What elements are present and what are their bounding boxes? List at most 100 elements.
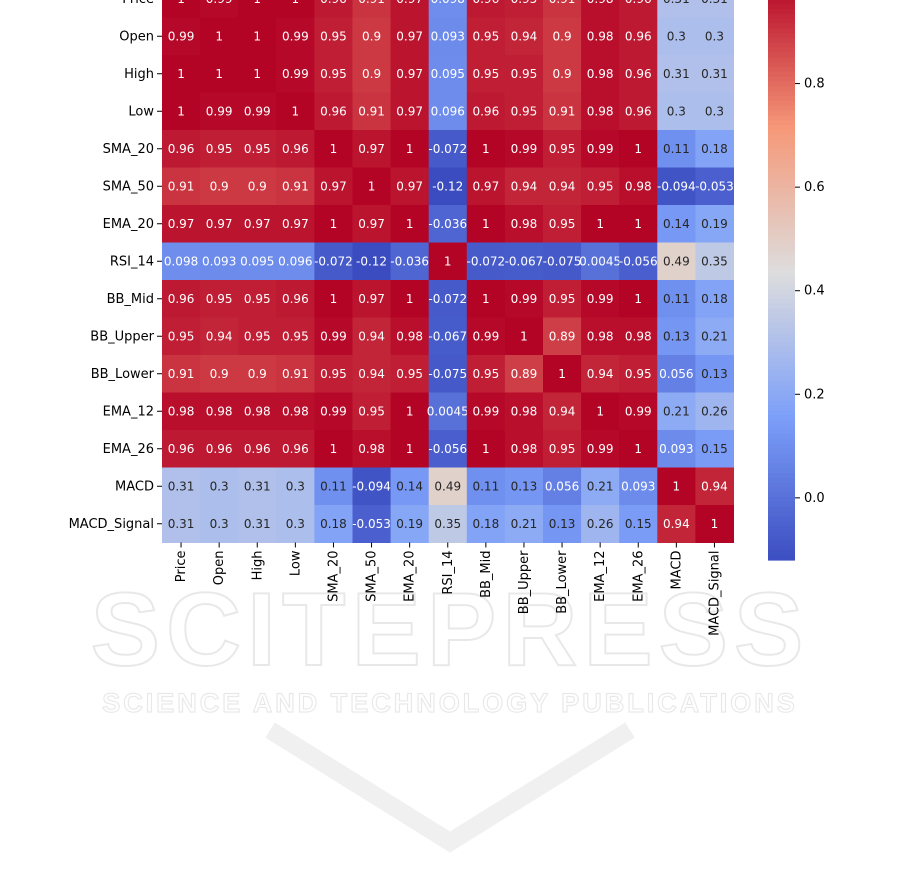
colorbar-band <box>768 415 795 421</box>
cell-annotation: 0.95 <box>511 0 538 6</box>
cell-annotation: 0.97 <box>320 179 347 193</box>
heatmap-cell <box>200 317 239 356</box>
cell-annotation: 1 <box>596 217 604 231</box>
colorbar-band <box>768 328 795 334</box>
colorbar-band <box>768 473 795 479</box>
heatmap-cell <box>657 0 696 18</box>
colorbar-band <box>768 400 795 406</box>
row-label: EMA_12 <box>103 404 154 419</box>
column-label: High <box>250 551 265 581</box>
colorbar-tick-label: 0.0 <box>804 491 825 506</box>
cell-annotation: 1 <box>177 67 185 81</box>
heatmap-cell <box>504 167 544 206</box>
cell-annotation: 0.49 <box>434 479 461 493</box>
colorbar-band <box>768 497 795 503</box>
heatmap-cell <box>162 430 201 468</box>
heatmap-cell <box>314 130 353 168</box>
cell-annotation: 0.97 <box>358 292 385 306</box>
cell-annotation: 0.95 <box>511 67 538 81</box>
cell-annotation: 0.26 <box>587 517 614 531</box>
heatmap-cell <box>352 167 392 206</box>
colorbar-band <box>768 9 795 15</box>
heatmap-cell <box>276 355 315 393</box>
cell-annotation: 0.95 <box>625 367 652 381</box>
colorbar-band <box>768 207 795 213</box>
heatmap-cell <box>352 317 392 356</box>
colorbar-band <box>768 468 795 474</box>
colorbar-band <box>768 158 795 165</box>
cell-annotation: 0.13 <box>701 367 728 381</box>
heatmap-cell <box>162 467 201 506</box>
heatmap-cell <box>162 280 201 318</box>
colorbar-band <box>768 71 795 78</box>
heatmap-cells: 10.99110.960.910.970.0980.960.950.910.98… <box>162 0 734 543</box>
cell-annotation: 0.95 <box>244 292 271 306</box>
cell-annotation: 0.13 <box>663 329 690 343</box>
heatmap-cell <box>238 280 277 318</box>
cell-annotation: 0.99 <box>511 292 538 306</box>
heatmap-cell <box>314 0 353 18</box>
heatmap-cell <box>657 505 696 543</box>
colorbar-band <box>768 410 795 416</box>
cell-annotation: 0.093 <box>621 479 655 493</box>
heatmap-cell <box>314 467 353 506</box>
cell-annotation: 1 <box>215 67 223 81</box>
heatmap-cell <box>543 130 582 168</box>
heatmap-cell <box>466 205 506 243</box>
cell-annotation: 1 <box>482 217 490 231</box>
heatmap-cell <box>276 317 315 356</box>
heatmap-cell <box>314 505 353 543</box>
colorbar-band <box>768 357 795 363</box>
heatmap-cell <box>619 242 658 281</box>
heatmap-cell <box>466 130 506 168</box>
heatmap-cell <box>543 0 582 18</box>
cell-annotation: 0.95 <box>511 104 538 118</box>
heatmap-cell <box>657 430 696 468</box>
heatmap-cell <box>504 392 544 431</box>
heatmap-cell <box>314 317 353 356</box>
cell-annotation: 0.98 <box>587 67 614 81</box>
heatmap-cell <box>390 317 430 356</box>
cell-annotation: 0.98 <box>587 329 614 343</box>
heatmap-cell <box>619 430 658 468</box>
colorbar-band <box>768 13 795 20</box>
cell-annotation: 0.31 <box>244 479 271 493</box>
heatmap-cell <box>390 130 430 168</box>
cell-annotation: 0.31 <box>168 479 195 493</box>
cell-annotation: 0.94 <box>358 329 385 343</box>
heatmap-cell <box>695 0 734 18</box>
heatmap-cell <box>466 92 506 131</box>
colorbar-band <box>768 226 795 232</box>
heatmap-cell <box>276 17 315 56</box>
colorbar-band <box>768 52 795 58</box>
heatmap-cell <box>466 167 506 206</box>
cell-annotation: 0.99 <box>587 442 614 456</box>
heatmap-cell <box>581 92 620 131</box>
heatmap-cell <box>543 242 582 281</box>
heatmap-cell <box>390 392 430 431</box>
heatmap-cell <box>581 505 620 543</box>
cell-annotation: 0.91 <box>282 179 309 193</box>
heatmap-cell <box>657 92 696 131</box>
heatmap-cell <box>238 317 277 356</box>
heatmap-cell <box>390 430 430 468</box>
column-label: Price <box>174 551 189 583</box>
heatmap-cell <box>238 430 277 468</box>
cell-annotation: 0.99 <box>206 0 233 6</box>
colorbar-band <box>768 187 795 194</box>
cell-annotation: 0.98 <box>244 404 271 418</box>
cell-annotation: 0.98 <box>396 329 423 343</box>
cell-annotation: 0.3 <box>667 29 686 43</box>
heatmap-cell <box>162 17 201 56</box>
heatmap-cell <box>619 505 658 543</box>
cell-annotation: 1 <box>634 442 642 456</box>
heatmap-cell <box>238 55 277 93</box>
cell-annotation: 0.94 <box>549 404 576 418</box>
heatmap-cell <box>657 280 696 318</box>
heatmap-cell <box>581 167 620 206</box>
heatmap-cell <box>352 467 392 506</box>
heatmap-cell <box>695 467 734 506</box>
heatmap-cell <box>390 355 430 393</box>
heatmap-cell <box>504 205 544 243</box>
heatmap-cell <box>314 355 353 393</box>
